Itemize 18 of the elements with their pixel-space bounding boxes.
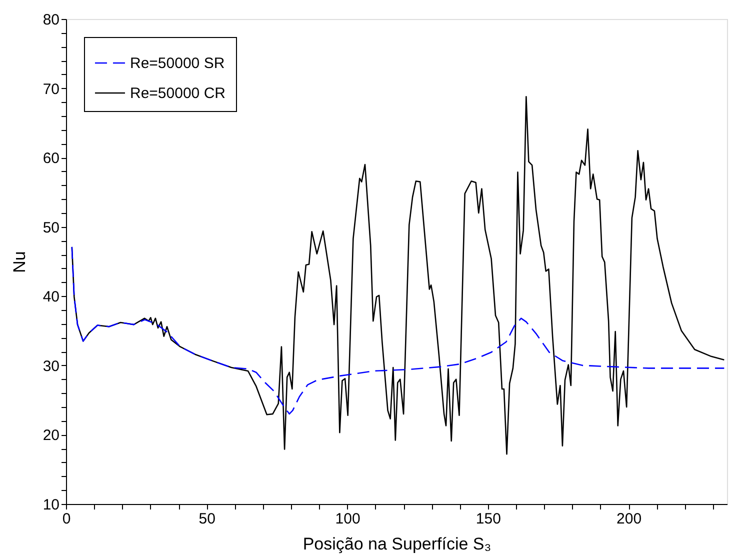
x-tick-label: 100 — [335, 510, 360, 528]
x-axis-title: Posição na Superfície S₃ — [302, 534, 492, 554]
y-tick-label: 20 — [42, 427, 60, 444]
legend-label: Re=50000 SR — [130, 55, 225, 72]
y-tick-label: 60 — [42, 150, 60, 168]
line-series — [71, 246, 725, 415]
x-tick-label: 150 — [476, 510, 501, 528]
y-tick-label: 80 — [42, 12, 60, 28]
y-tick-label: 30 — [42, 358, 60, 375]
y-tick-label: 50 — [42, 219, 60, 236]
legend-label: Re=50000 CR — [130, 85, 226, 102]
y-tick-label: 70 — [42, 80, 60, 98]
x-tick-label: 50 — [198, 510, 216, 528]
y-axis-title: Nu — [10, 251, 29, 273]
y-tick-label: 10 — [42, 496, 60, 514]
y-tick-label: 40 — [42, 288, 60, 306]
x-tick-label: 0 — [62, 510, 71, 528]
x-tick-label: 200 — [616, 510, 642, 528]
